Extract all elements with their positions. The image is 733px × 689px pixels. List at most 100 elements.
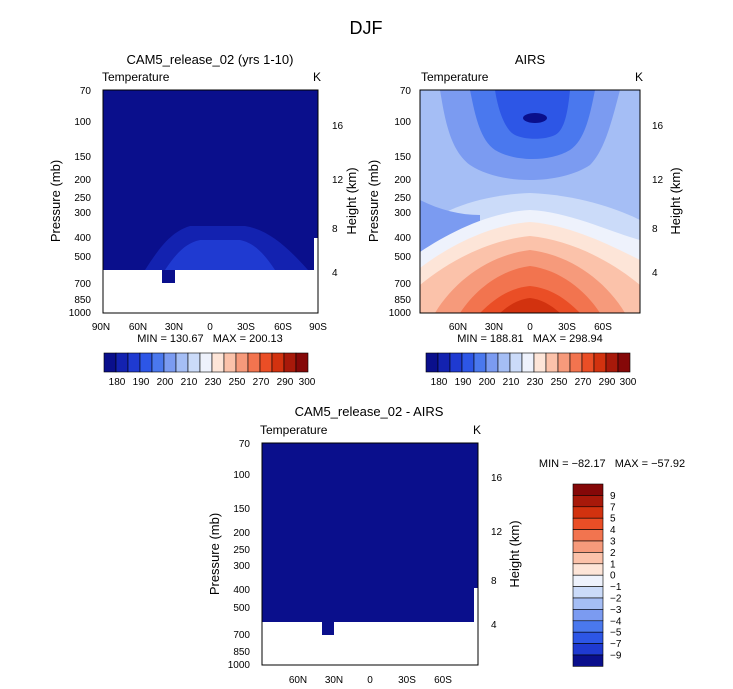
airs-colorbar-label: 290 (599, 377, 616, 388)
airs-colorbar-label: 230 (527, 377, 544, 388)
panel-model-units: K (313, 70, 321, 84)
diff-ytick: 150 (233, 504, 250, 515)
colorbar-swatch (283, 352, 297, 373)
diff-colorbar-label: −7 (610, 639, 622, 650)
diff-y2tick: 16 (491, 473, 503, 484)
colorbar-swatch (223, 352, 237, 373)
colorbar-swatch (211, 352, 225, 373)
colorbar-swatch (199, 352, 213, 373)
panel-diff-units: K (473, 423, 481, 437)
model-colorbar-label: 300 (299, 377, 316, 388)
panel-airs-field (420, 90, 640, 313)
colorbar-swatch (572, 517, 604, 530)
airs-y2-ticks: 16 12 8 4 (652, 121, 664, 279)
diff-colorbar-label: 9 (610, 491, 616, 502)
model-y2label: Height (km) (344, 167, 359, 234)
diff-y2label: Height (km) (507, 520, 522, 587)
colorbar-swatch (259, 352, 273, 373)
model-colorbar-label: 250 (229, 377, 246, 388)
airs-xtick: 0 (527, 322, 533, 333)
diff-ytick: 1000 (228, 660, 251, 671)
model-colorbar-label: 230 (205, 377, 222, 388)
diff-terrain-notch (322, 622, 334, 635)
airs-y-ticks: 70 100 150 200 250 300 400 500 700 850 1… (389, 86, 412, 319)
colorbar-swatch (572, 552, 604, 565)
airs-xtick: 30S (558, 322, 576, 333)
colorbar-swatch (473, 352, 487, 373)
colorbar-swatch (569, 352, 583, 373)
diff-ylabel: Pressure (mb) (207, 513, 222, 595)
panel-diff-title: CAM5_release_02 - AIRS (295, 404, 444, 419)
airs-stats: MIN = 188.81 MAX = 298.94 (457, 333, 603, 345)
airs-colorbar-label: 300 (620, 377, 637, 388)
diff-colorbar-label: −5 (610, 628, 622, 639)
airs-colorbar-label: 200 (479, 377, 496, 388)
model-y2-ticks: 16 12 8 4 (332, 121, 344, 279)
diff-colorbar-label: 5 (610, 514, 616, 525)
panel-airs: AIRS Temperature K Pressure (mb) Height … (366, 52, 683, 388)
colorbar-swatch (485, 352, 499, 373)
airs-colorbar-label: 190 (455, 377, 472, 388)
figure-title: DJF (350, 18, 383, 38)
diff-ytick: 100 (233, 470, 250, 481)
panel-airs-title: AIRS (515, 52, 546, 67)
panel-model: CAM5_release_02 (yrs 1-10) Temperature K… (48, 52, 359, 388)
model-colorbar-label: 270 (253, 377, 270, 388)
diff-ytick: 850 (233, 647, 250, 658)
model-ytick: 150 (74, 152, 91, 163)
model-ytick: 500 (74, 252, 91, 263)
colorbar-swatch (617, 352, 631, 373)
airs-ytick: 250 (394, 193, 411, 204)
diff-colorbar-label: 7 (610, 502, 616, 513)
colorbar-swatch (235, 352, 249, 373)
colorbar-swatch (103, 352, 117, 373)
model-colorbar-swatches (103, 352, 309, 373)
model-colorbar: 180 190 200 210 230 250 270 290 300 (103, 352, 316, 388)
model-xtick: 30S (237, 322, 255, 333)
diff-xtick: 30N (325, 675, 343, 686)
colorbar-swatch (151, 352, 165, 373)
model-xtick: 30N (165, 322, 183, 333)
colorbar-swatch (437, 352, 451, 373)
airs-xtick: 60N (449, 322, 467, 333)
diff-colorbar-label: −9 (610, 651, 622, 662)
colorbar-swatch (593, 352, 607, 373)
colorbar-swatch (572, 495, 604, 508)
colorbar-swatch (572, 563, 604, 576)
panel-model-variable: Temperature (102, 70, 170, 84)
panel-airs-units: K (635, 70, 643, 84)
diff-xtick: 0 (367, 675, 373, 686)
diff-colorbar-label: −1 (610, 582, 622, 593)
colorbar-swatch (295, 352, 309, 373)
diff-y2tick: 4 (491, 620, 497, 631)
panel-model-title: CAM5_release_02 (yrs 1-10) (127, 52, 294, 67)
diff-colorbar-label: 4 (610, 525, 616, 536)
model-colorbar-label: 190 (133, 377, 150, 388)
colorbar-swatch (572, 620, 604, 633)
airs-ytick: 400 (394, 233, 411, 244)
diff-xtick: 30S (398, 675, 416, 686)
model-xtick: 0 (207, 322, 213, 333)
airs-ytick: 500 (394, 252, 411, 263)
diff-x-ticks: 60N 30N 0 30S 60S (289, 675, 452, 686)
model-colorbar-labels: 180 190 200 210 230 250 270 290 300 (109, 377, 316, 388)
airs-colorbar-labels: 180 190 200 210 230 250 270 290 300 (431, 377, 637, 388)
model-y2tick: 16 (332, 121, 344, 132)
model-ytick: 250 (74, 193, 91, 204)
model-y-ticks: 70 100 150 200 250 300 400 500 700 850 1… (69, 86, 92, 319)
airs-y2tick: 4 (652, 268, 658, 279)
colorbar-swatch (139, 352, 153, 373)
airs-ytick: 100 (394, 117, 411, 128)
airs-y2tick: 16 (652, 121, 664, 132)
colorbar-swatch (572, 631, 604, 644)
diff-surface-mask (262, 622, 478, 665)
diff-ytick: 200 (233, 528, 250, 539)
panel-diff: CAM5_release_02 - AIRS Temperature K Pre… (207, 404, 685, 686)
diff-y-ticks: 70 100 150 200 250 300 400 500 700 850 1… (228, 439, 251, 671)
colorbar-swatch (572, 597, 604, 610)
panel-model-field (102, 89, 319, 314)
airs-colorbar: 180 190 200 210 230 250 270 290 300 (425, 352, 637, 388)
diff-ytick: 700 (233, 630, 250, 641)
colorbar-swatch (605, 352, 619, 373)
colorbar-swatch (545, 352, 559, 373)
